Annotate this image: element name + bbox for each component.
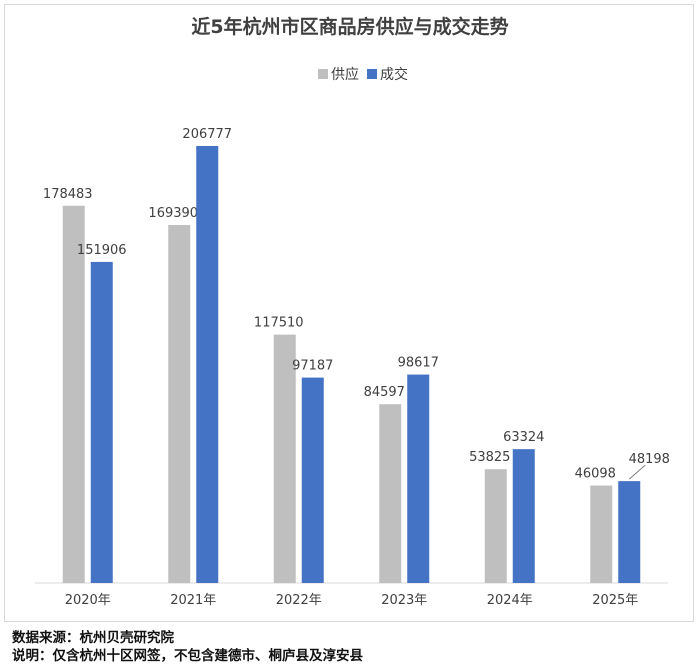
bar-supply-5 (590, 485, 613, 583)
legend-item-deal: 成交 (367, 64, 408, 84)
leader-line-5 (628, 464, 646, 480)
legend-swatch-supply (318, 69, 328, 79)
x-tick-label-3: 2023年 (381, 593, 427, 608)
x-tick-label-1: 2021年 (170, 593, 216, 608)
data-label-supply-3: 84597 (364, 385, 405, 400)
data-label-supply-4: 53825 (469, 450, 510, 465)
bar-deal-4 (512, 449, 535, 583)
data-label-deal-2: 97187 (292, 359, 333, 374)
bar-deal-1 (196, 145, 219, 583)
data-label-supply-2: 117510 (254, 316, 304, 331)
x-tick-label-2: 2022年 (276, 593, 322, 608)
source-note: 数据来源：杭州贝壳研究院 (12, 630, 174, 646)
data-label-deal-4: 63324 (503, 430, 544, 445)
data-label-supply-5: 46098 (575, 467, 616, 482)
chart-legend: 供应 成交 (318, 64, 412, 84)
chart-title: 近5年杭州市区商品房供应与成交走势 (191, 16, 509, 38)
bar-supply-4 (484, 469, 507, 583)
x-tick-label-4: 2024年 (487, 593, 533, 608)
chart-frame (4, 4, 694, 622)
bar-supply-1 (168, 224, 191, 583)
data-label-deal-0: 151906 (77, 243, 127, 258)
legend-label-supply: 供应 (331, 67, 359, 83)
bar-deal-5 (618, 481, 641, 583)
x-tick-label-0: 2020年 (65, 593, 111, 608)
data-label-deal-5: 48198 (629, 452, 670, 467)
legend-label-deal: 成交 (380, 67, 408, 83)
bar-supply-0 (62, 205, 85, 584)
data-label-supply-1: 169390 (148, 206, 198, 221)
x-tick-label-5: 2025年 (592, 593, 638, 608)
explanation-note: 说明：仅含杭州十区网签，不包含建德市、桐庐县及淳安县 (12, 648, 363, 664)
bar-deal-0 (90, 261, 113, 583)
bar-deal-2 (301, 377, 324, 583)
data-label-deal-3: 98617 (398, 356, 439, 371)
bar-supply-3 (379, 404, 402, 583)
bar-deal-3 (407, 374, 430, 583)
data-label-supply-0: 178483 (43, 187, 93, 202)
legend-item-supply: 供应 (318, 64, 359, 84)
data-label-deal-1: 206777 (182, 127, 232, 142)
legend-swatch-deal (367, 69, 377, 79)
bar-supply-2 (273, 334, 296, 583)
